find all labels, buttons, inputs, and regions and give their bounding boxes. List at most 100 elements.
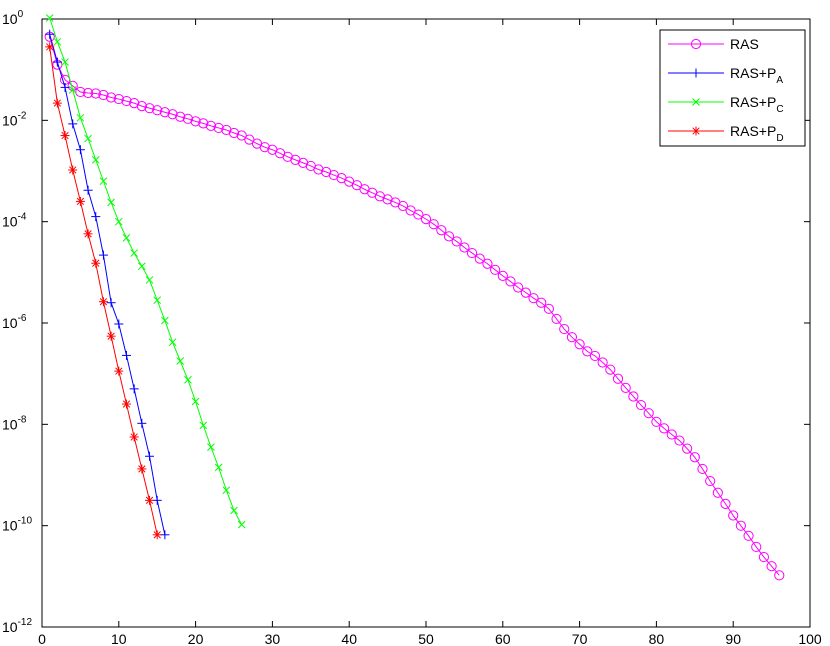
y-tick-label: 10-8 (2, 414, 27, 432)
data-point (106, 298, 116, 308)
data-point (61, 58, 69, 66)
series-layer (44, 14, 785, 581)
series-line (49, 17, 243, 525)
series-ras-p-c (45, 14, 246, 529)
y-tick-label: 10-12 (2, 617, 32, 635)
data-point (114, 217, 123, 226)
legend-label: RAS (730, 36, 759, 52)
y-tick-label: 10-10 (2, 516, 32, 534)
legend-label-base: RAS (730, 36, 759, 52)
data-point (137, 418, 147, 428)
x-tick-label: 10 (111, 631, 127, 646)
data-point (230, 506, 238, 515)
data-point (182, 113, 194, 124)
data-point (213, 122, 224, 134)
data-point (83, 185, 93, 195)
legend-label: RAS+PC (730, 94, 784, 115)
y-tick-base: 10 (2, 518, 18, 534)
data-point (45, 29, 55, 39)
data-point (605, 364, 616, 375)
data-point (597, 357, 608, 368)
y-tick-base: 10 (2, 416, 18, 432)
x-tick-label: 80 (649, 631, 665, 646)
data-point (459, 242, 470, 253)
data-point (443, 231, 455, 242)
data-point (420, 214, 432, 225)
data-point (191, 397, 200, 406)
data-point (228, 127, 240, 139)
data-point (90, 88, 101, 99)
data-point (222, 486, 231, 495)
data-point (697, 463, 708, 475)
data-point (53, 37, 62, 46)
data-point (774, 570, 785, 581)
data-point (45, 14, 54, 22)
data-point (505, 276, 516, 287)
data-point (152, 495, 162, 505)
data-point (176, 357, 185, 365)
data-point (137, 464, 147, 474)
data-point (474, 253, 485, 264)
data-point (635, 399, 647, 411)
x-tick-label: 0 (38, 631, 46, 646)
y-tick-base: 10 (2, 214, 18, 230)
data-point (121, 350, 131, 360)
data-point (122, 234, 131, 242)
data-point (199, 421, 208, 430)
data-point (145, 451, 155, 461)
data-point (145, 495, 155, 505)
data-point (466, 247, 478, 259)
data-point (98, 89, 109, 101)
data-point (153, 296, 162, 305)
y-tick-exponent: -10 (18, 516, 33, 527)
data-point (735, 520, 746, 531)
data-point (121, 95, 132, 107)
data-point (282, 151, 293, 162)
y-tick-exponent: 0 (18, 9, 24, 20)
y-tick-label: 10-4 (2, 212, 27, 230)
data-point (712, 487, 723, 498)
data-point (259, 142, 270, 153)
data-point (651, 416, 662, 427)
x-tick-label: 50 (418, 631, 434, 646)
data-point (99, 177, 108, 185)
data-point (98, 250, 108, 260)
legend-label-base: RAS+P (730, 94, 776, 110)
data-point (482, 258, 493, 269)
data-point (198, 118, 209, 129)
data-point (551, 313, 562, 325)
legend-box (659, 29, 806, 147)
legend-item: RAS+PC (668, 94, 784, 115)
x-axis-ticks: 0 10 20 30 40 50 60 70 80 90 100 (38, 19, 822, 646)
data-point (528, 293, 539, 304)
legend-label-subscript: A (776, 75, 783, 86)
data-point (68, 119, 78, 129)
data-point (98, 297, 108, 307)
x-tick-label: 30 (265, 631, 281, 646)
data-point (159, 107, 170, 118)
data-point (152, 530, 162, 540)
legend-item: RAS (668, 36, 759, 52)
data-point (374, 191, 386, 202)
data-point (91, 212, 101, 222)
data-point (589, 350, 601, 362)
data-point (52, 57, 62, 67)
data-point (84, 134, 92, 143)
legend-label-base: RAS+P (730, 123, 776, 139)
data-point (413, 209, 424, 220)
data-point (382, 194, 393, 205)
data-point (152, 105, 163, 116)
data-point (559, 323, 570, 335)
legend-item: RAS+PA (668, 65, 783, 86)
data-point (107, 198, 115, 207)
x-tick-label: 40 (341, 631, 357, 646)
y-tick-exponent: -2 (18, 110, 27, 121)
data-point (436, 225, 447, 236)
data-point (728, 510, 739, 521)
legend-label: RAS+PD (730, 123, 784, 144)
data-point (91, 155, 100, 164)
data-point (145, 276, 154, 284)
data-point (136, 101, 147, 112)
